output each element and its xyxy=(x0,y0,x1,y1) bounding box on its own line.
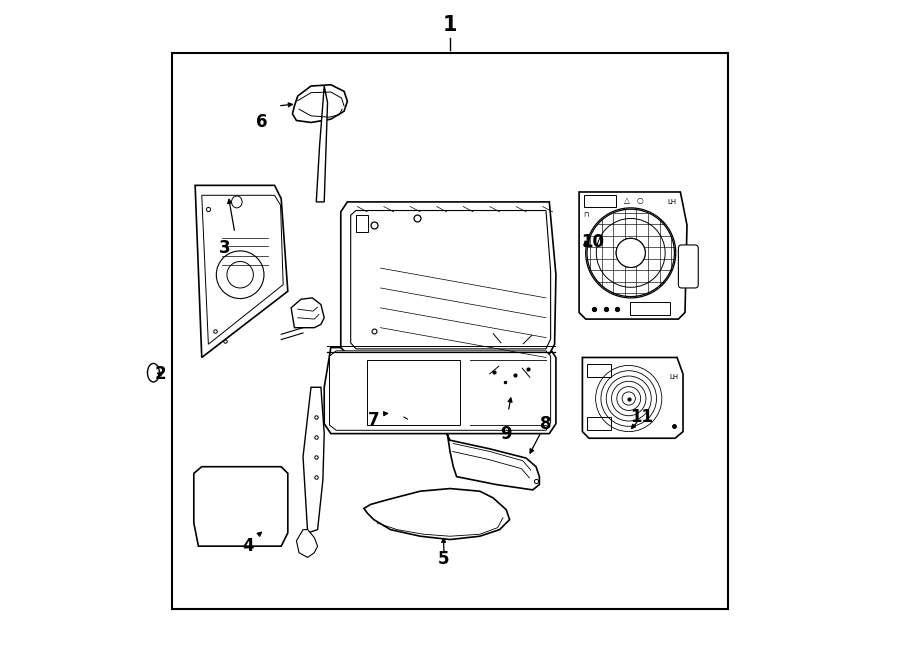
Circle shape xyxy=(216,251,264,299)
Text: ○: ○ xyxy=(636,196,644,205)
Text: 9: 9 xyxy=(500,424,512,443)
Polygon shape xyxy=(329,351,551,430)
Bar xyxy=(630,302,670,315)
Text: 5: 5 xyxy=(437,550,449,569)
Text: △: △ xyxy=(625,196,630,205)
Polygon shape xyxy=(194,467,288,546)
Polygon shape xyxy=(316,86,328,202)
Text: 3: 3 xyxy=(219,239,230,258)
Text: 10: 10 xyxy=(580,232,604,251)
Circle shape xyxy=(473,317,550,394)
Text: ⊓: ⊓ xyxy=(583,212,590,218)
Bar xyxy=(587,417,611,430)
Bar xyxy=(367,360,460,425)
Circle shape xyxy=(496,340,527,371)
Text: 1: 1 xyxy=(443,15,457,35)
Text: 6: 6 xyxy=(256,113,267,132)
Polygon shape xyxy=(579,192,687,319)
Polygon shape xyxy=(292,85,347,122)
Polygon shape xyxy=(341,202,556,354)
Bar xyxy=(584,195,616,207)
Text: 7: 7 xyxy=(368,411,380,430)
Text: LH: LH xyxy=(668,199,677,205)
Polygon shape xyxy=(296,530,318,557)
Polygon shape xyxy=(351,211,551,349)
Ellipse shape xyxy=(148,363,159,382)
Text: 8: 8 xyxy=(540,414,552,433)
FancyBboxPatch shape xyxy=(679,245,698,288)
Ellipse shape xyxy=(231,196,242,208)
Circle shape xyxy=(616,238,645,267)
Bar xyxy=(356,215,368,232)
Text: 2: 2 xyxy=(154,365,166,383)
Polygon shape xyxy=(582,357,683,438)
Text: 11: 11 xyxy=(631,408,653,426)
Circle shape xyxy=(616,238,645,267)
Text: LH: LH xyxy=(670,374,679,381)
Bar xyxy=(172,53,728,609)
Polygon shape xyxy=(291,298,324,328)
Polygon shape xyxy=(195,185,288,357)
Text: 4: 4 xyxy=(242,537,254,555)
Polygon shape xyxy=(324,348,556,434)
Polygon shape xyxy=(444,407,539,490)
Wedge shape xyxy=(385,401,409,419)
Polygon shape xyxy=(364,489,509,540)
Bar xyxy=(587,364,611,377)
Polygon shape xyxy=(303,387,324,533)
